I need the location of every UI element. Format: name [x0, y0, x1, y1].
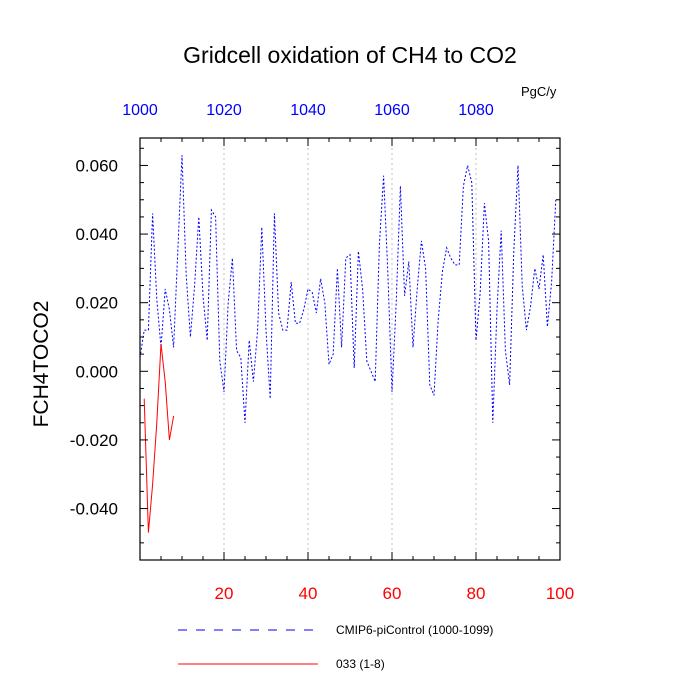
y-axis-label: FCH4TOCO2	[30, 300, 53, 428]
y-tick-label: 0.020	[75, 294, 118, 313]
legend-label-run: 033 (1-8)	[336, 657, 385, 671]
series-line-control	[140, 155, 557, 423]
series-group	[140, 155, 557, 533]
grid-lines	[223, 138, 477, 560]
y-tick-label: -0.020	[70, 431, 118, 450]
series-line-run	[143, 343, 175, 533]
bottom-tick-label: 40	[299, 584, 318, 603]
bottom-tick-label: 100	[546, 584, 574, 603]
top-tick-label: 1020	[206, 102, 242, 119]
chart-title: Gridcell oxidation of CH4 to CO2	[183, 42, 517, 68]
legend	[178, 629, 318, 665]
units-label: PgC/y	[521, 84, 557, 99]
plot-frame	[139, 137, 561, 561]
top-tick-label: 1060	[374, 102, 410, 119]
tick-labels: 20 40 60 80 100 1000 1020 1040 1060 1080 -0.040 -0.…	[70, 102, 574, 603]
y-tick-label: 0.060	[75, 156, 118, 175]
y-tick-label: 0.040	[75, 225, 118, 244]
legend-label-control: CMIP6-piControl (1000-1099)	[336, 623, 494, 637]
top-tick-label: 1040	[290, 102, 326, 119]
bottom-tick-label: 60	[383, 584, 402, 603]
top-tick-label: 1000	[122, 102, 158, 119]
axis-ticks	[140, 138, 561, 560]
bottom-tick-label: 20	[215, 584, 234, 603]
y-tick-label: -0.040	[70, 500, 118, 519]
top-tick-label: 1080	[458, 102, 494, 119]
bottom-tick-label: 80	[467, 584, 486, 603]
y-tick-label: 0.000	[75, 362, 118, 381]
